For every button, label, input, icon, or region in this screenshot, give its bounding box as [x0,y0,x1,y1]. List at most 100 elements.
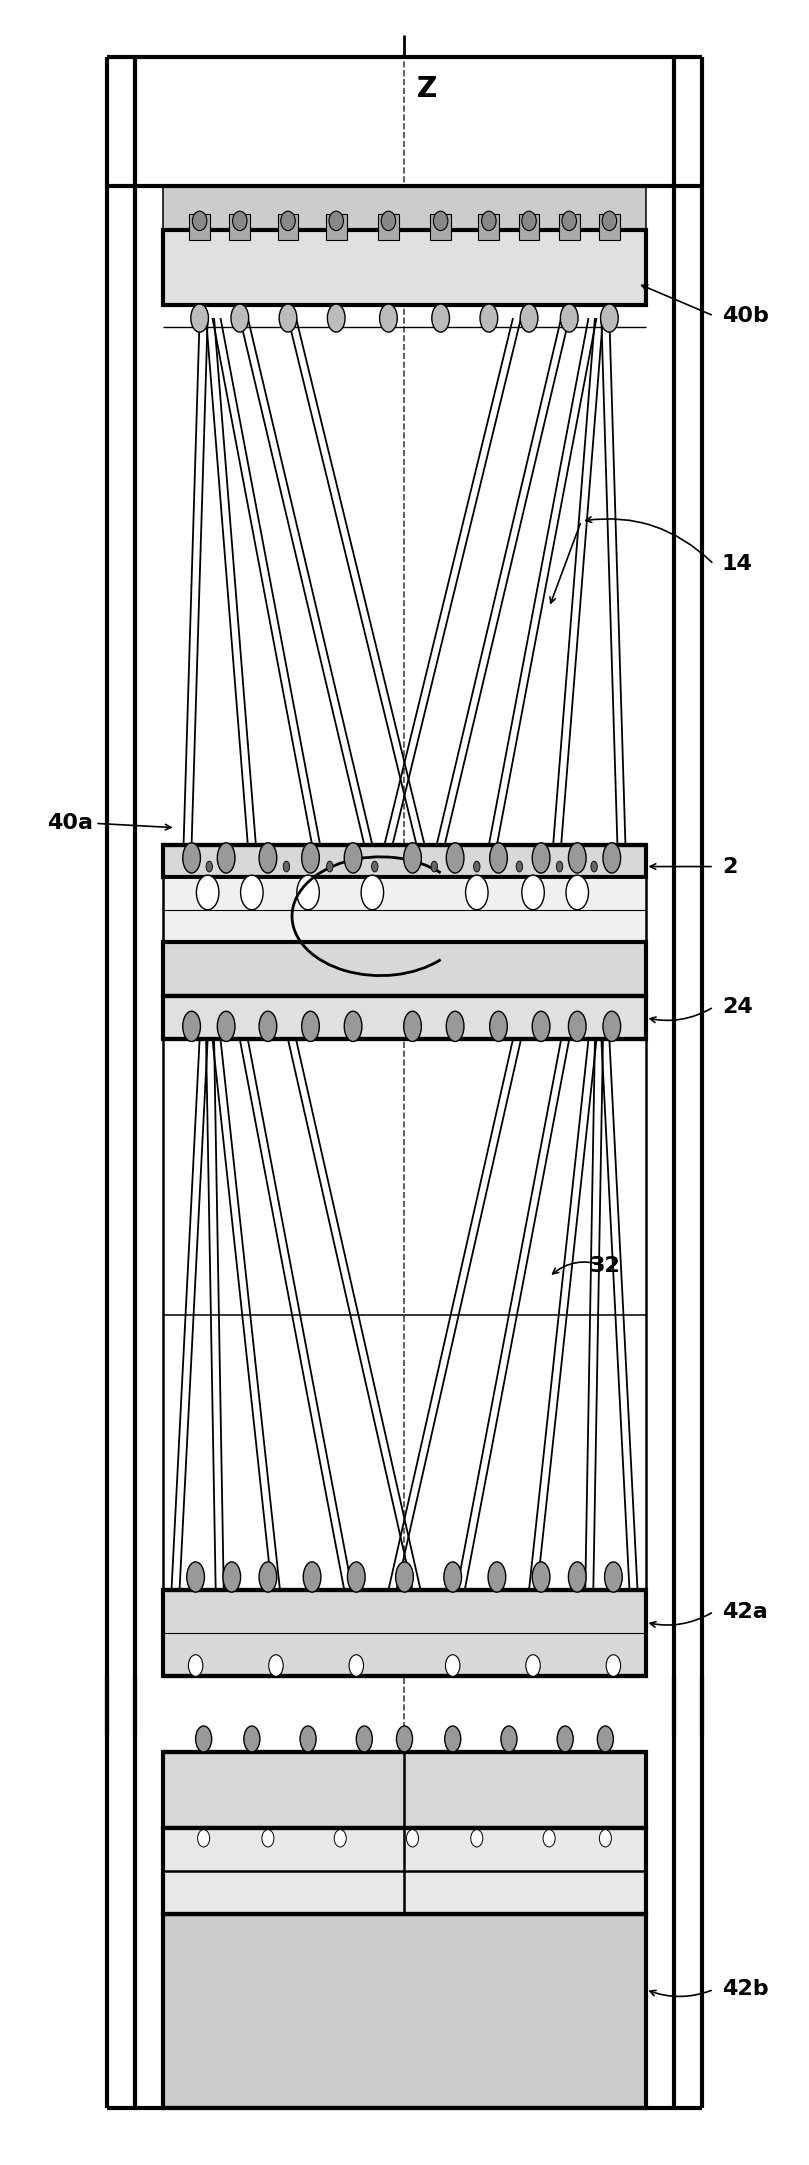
Ellipse shape [283,862,290,872]
Ellipse shape [281,212,295,232]
Ellipse shape [396,1726,413,1751]
Ellipse shape [569,842,586,872]
Ellipse shape [520,303,538,331]
Ellipse shape [347,1561,365,1591]
Ellipse shape [218,1011,235,1041]
Ellipse shape [404,1011,421,1041]
Ellipse shape [379,303,397,331]
Bar [163,1589,646,1676]
Bar [326,214,346,240]
Ellipse shape [329,212,344,232]
Ellipse shape [561,303,578,331]
Text: Z: Z [417,76,437,104]
Ellipse shape [444,1561,462,1591]
Ellipse shape [381,212,396,232]
Ellipse shape [557,1726,574,1751]
Ellipse shape [606,1654,621,1676]
Ellipse shape [223,1561,240,1591]
Ellipse shape [481,212,496,232]
Ellipse shape [557,862,563,872]
Ellipse shape [447,1011,464,1041]
Text: 40b: 40b [722,305,769,327]
Ellipse shape [396,1561,413,1591]
Ellipse shape [197,875,219,909]
Bar [599,214,620,240]
Bar [163,229,646,305]
Ellipse shape [526,1654,540,1676]
Ellipse shape [473,862,480,872]
Ellipse shape [371,862,378,872]
Ellipse shape [183,842,201,872]
Ellipse shape [604,1561,622,1591]
Ellipse shape [602,212,616,232]
Text: Z: Z [417,76,437,104]
Ellipse shape [569,1561,586,1591]
Text: 42a: 42a [722,1602,768,1622]
Bar [229,214,250,240]
Ellipse shape [597,1726,613,1751]
Ellipse shape [404,842,421,872]
Ellipse shape [603,842,621,872]
Ellipse shape [447,842,464,872]
Ellipse shape [543,1829,555,1847]
Ellipse shape [501,1726,517,1751]
Ellipse shape [300,1726,316,1751]
Ellipse shape [349,1654,363,1676]
Text: 14: 14 [722,554,752,574]
Ellipse shape [600,303,618,331]
Ellipse shape [259,1011,277,1041]
Ellipse shape [327,862,333,872]
Ellipse shape [569,1011,586,1041]
Bar [163,186,646,229]
Ellipse shape [522,875,544,909]
Text: 32: 32 [589,1256,620,1275]
Ellipse shape [432,303,450,331]
Ellipse shape [193,212,207,232]
Text: 2: 2 [722,857,737,877]
Text: 42b: 42b [722,1979,769,2000]
Ellipse shape [516,862,523,872]
Ellipse shape [297,875,320,909]
Ellipse shape [302,1011,320,1041]
Ellipse shape [532,842,550,872]
Ellipse shape [187,1561,205,1591]
Ellipse shape [356,1726,372,1751]
Ellipse shape [361,875,383,909]
Ellipse shape [206,862,213,872]
Ellipse shape [599,1829,612,1847]
Ellipse shape [434,212,448,232]
Ellipse shape [218,842,235,872]
Ellipse shape [188,1654,203,1676]
Ellipse shape [231,303,248,331]
Bar [478,214,499,240]
Bar [163,1751,646,1827]
Ellipse shape [345,842,362,872]
Ellipse shape [480,303,498,331]
Ellipse shape [446,1654,460,1676]
Bar [163,942,646,996]
Ellipse shape [334,1829,346,1847]
Ellipse shape [302,842,320,872]
Ellipse shape [183,1011,201,1041]
Ellipse shape [232,212,247,232]
Bar [163,996,646,1039]
Bar [189,214,210,240]
Ellipse shape [259,842,277,872]
Text: 40a: 40a [47,814,93,834]
Bar [163,844,646,877]
Bar [378,214,399,240]
Ellipse shape [328,303,345,331]
Text: 24: 24 [722,996,752,1018]
Ellipse shape [345,1011,362,1041]
Ellipse shape [279,303,297,331]
Ellipse shape [566,875,588,909]
Ellipse shape [489,1011,507,1041]
Ellipse shape [591,862,597,872]
Ellipse shape [259,1561,277,1591]
Bar [559,214,580,240]
Ellipse shape [197,1829,210,1847]
Ellipse shape [445,1726,461,1751]
Bar [163,1914,646,2109]
Ellipse shape [465,875,488,909]
Ellipse shape [244,1726,260,1751]
